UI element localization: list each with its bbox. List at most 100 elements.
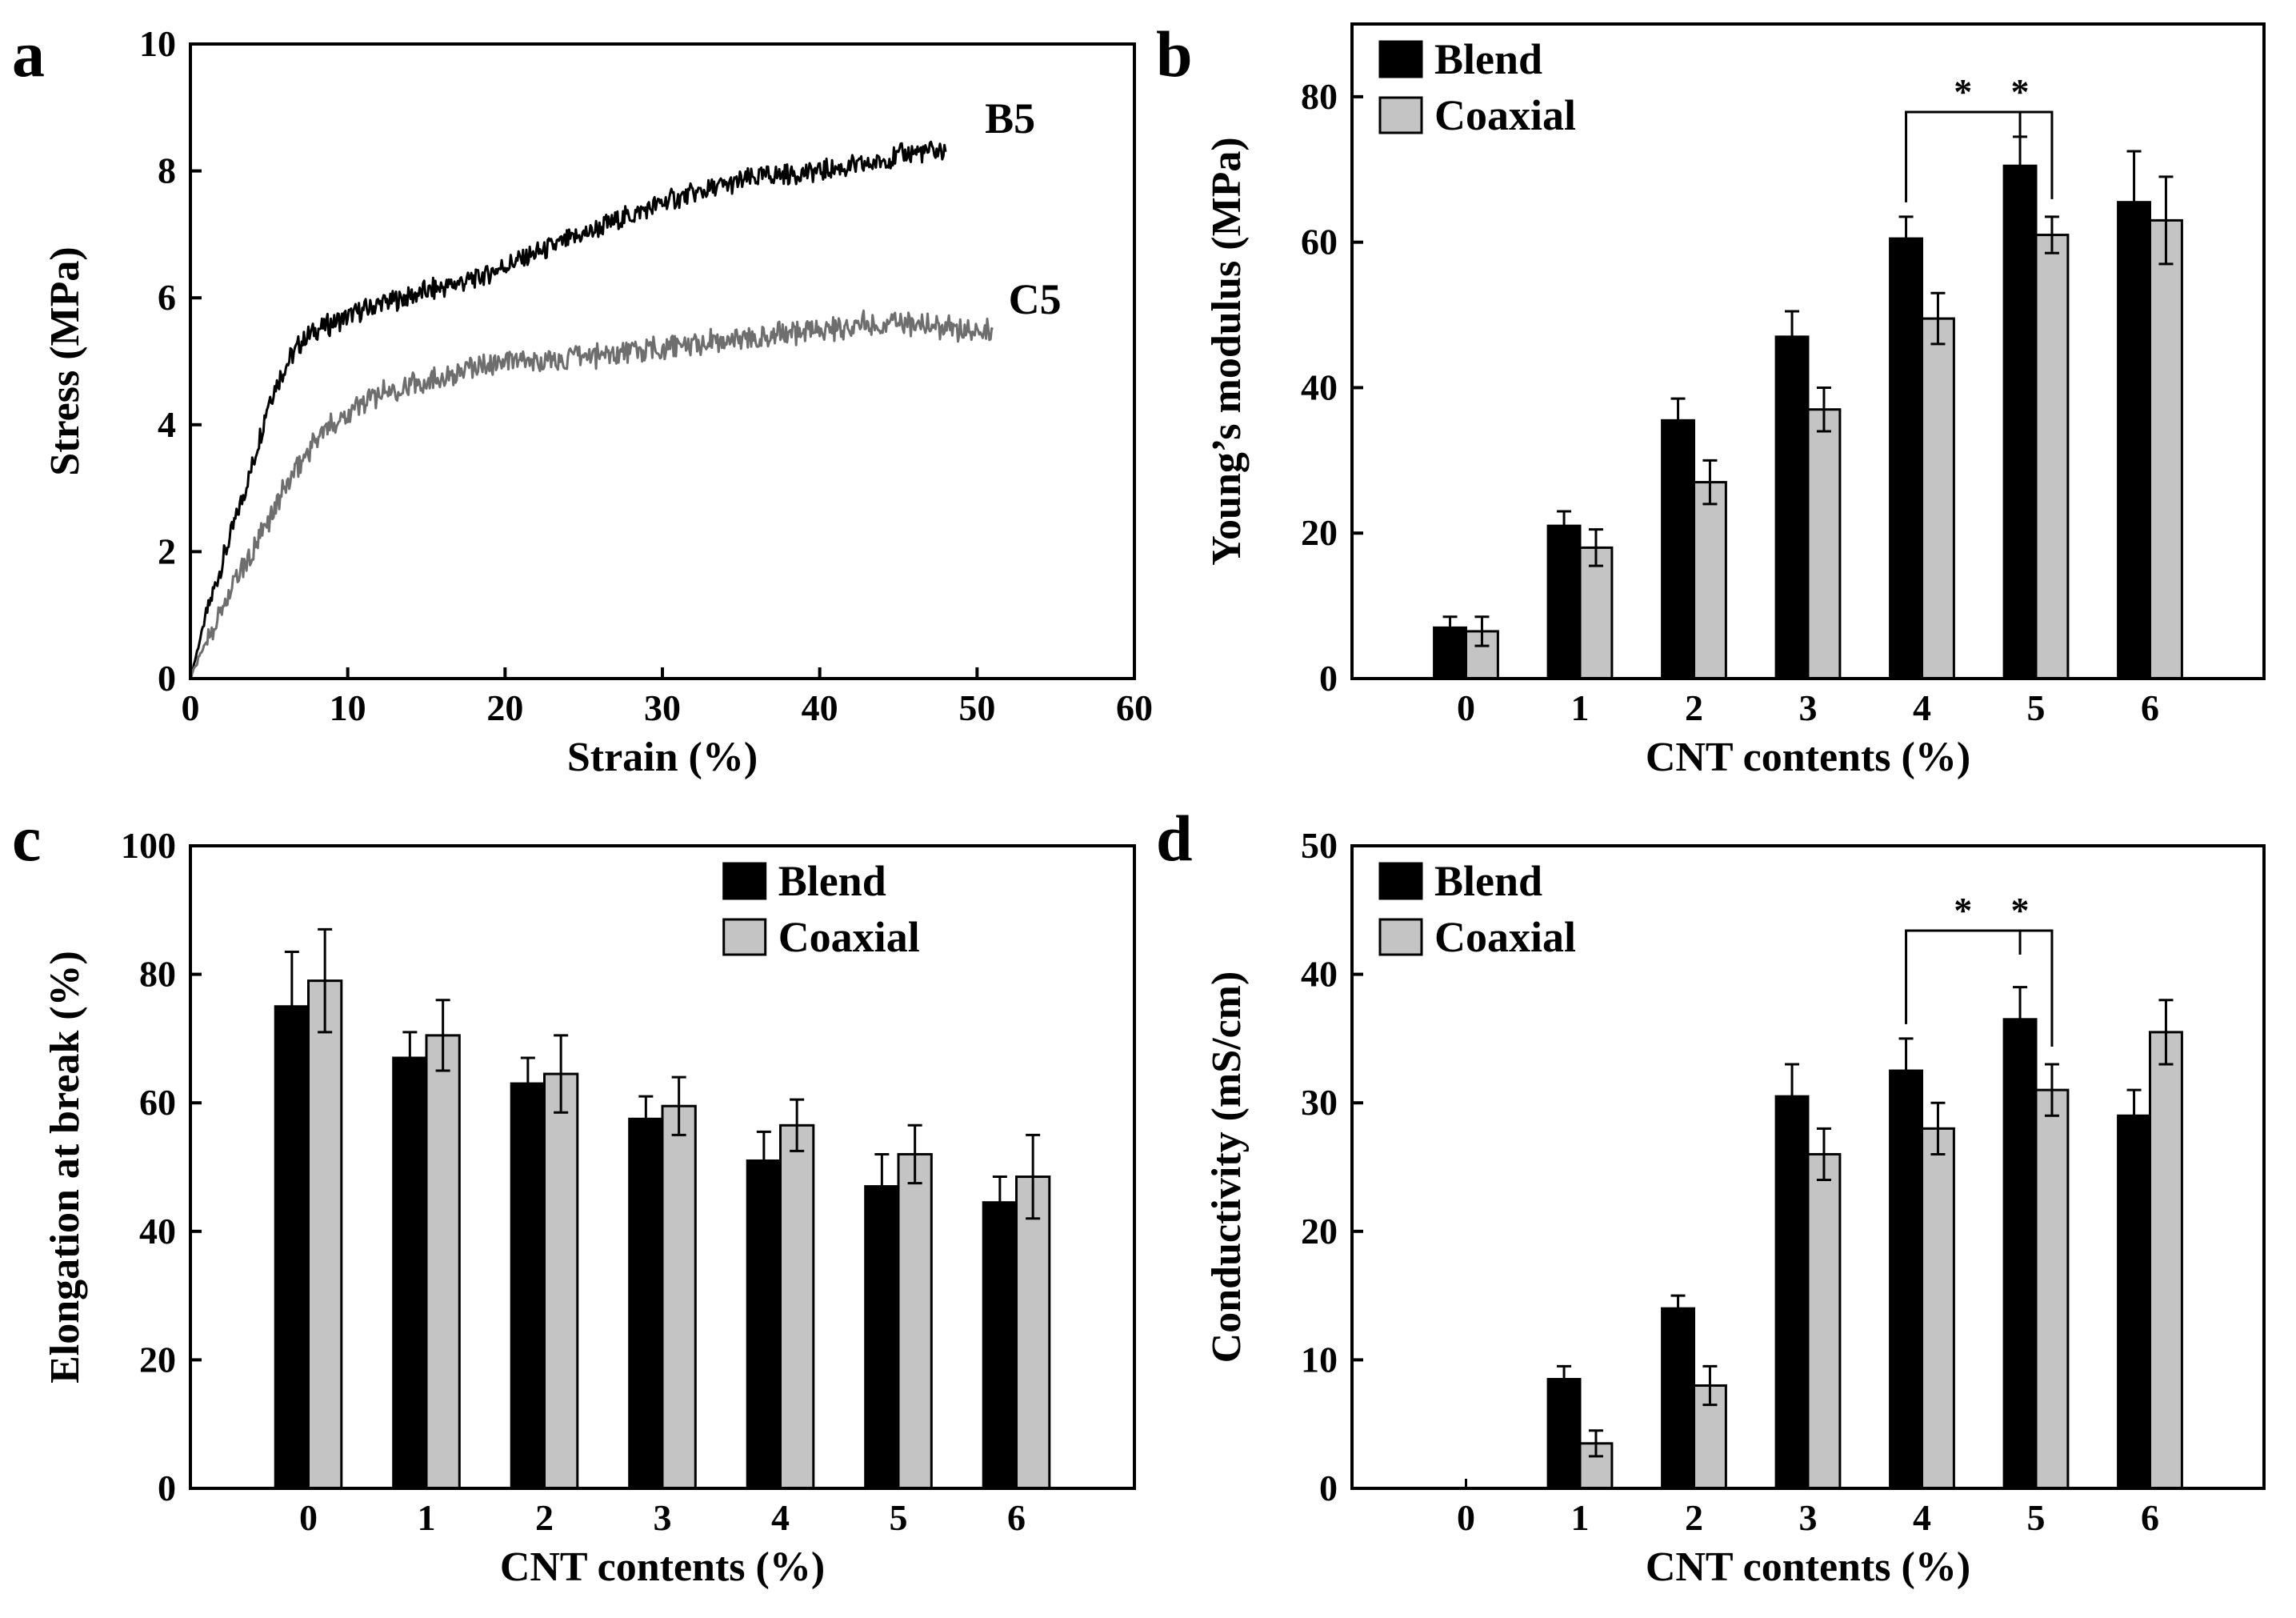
x-tick-label-c: 0 xyxy=(299,1497,318,1538)
bar-blend-4 xyxy=(1889,1069,1924,1490)
x-tick-label-a: 20 xyxy=(486,687,523,728)
x-tick-label-d: 2 xyxy=(1685,1497,1703,1538)
legend-label-blend: Blend xyxy=(1434,857,1542,905)
legend-b: Blend Coaxial xyxy=(1378,35,1576,139)
x-tick-label-d: 5 xyxy=(2027,1497,2046,1538)
x-tick-label-b: 4 xyxy=(1913,687,1931,728)
legend-swatch-coaxial xyxy=(722,918,767,956)
x-tick-label-d: 1 xyxy=(1571,1497,1590,1538)
y-axis-label-c: Elongation at break (%) xyxy=(42,951,88,1384)
bar-coaxial-4 xyxy=(779,1123,815,1490)
x-tick-label-d: 3 xyxy=(1799,1497,1818,1538)
x-axis-label-d: CNT contents (%) xyxy=(1646,1544,1970,1590)
significance-star-b: * xyxy=(1954,71,1972,112)
y-tick-label-a: 10 xyxy=(139,23,176,64)
bar-coaxial-2 xyxy=(1693,481,1727,680)
y-tick-label-a: 8 xyxy=(158,150,176,191)
x-tick-label-c: 6 xyxy=(1007,1497,1026,1538)
axes-frame-c xyxy=(189,844,1136,1490)
bar-coaxial-5 xyxy=(897,1152,933,1490)
x-tick-label-b: 6 xyxy=(2141,687,2159,728)
bar-blend-3 xyxy=(628,1117,664,1490)
panel-a: a 0 2 4 6 8 10 0 10 20 30 40 50 60 Stress (MPa) Strain … xyxy=(12,18,1153,780)
y-tick-label-b: 80 xyxy=(1301,76,1338,117)
panel-b: b 0 20 40 60 80 0 1 2 3 4 5 6 Blend Coaxial * * Young’s m… xyxy=(1156,18,2266,780)
x-tick-label-c: 5 xyxy=(890,1497,908,1538)
x-axis-label-a: Strain (%) xyxy=(567,735,758,780)
y-axis-label-d: Conductivity (mS/cm) xyxy=(1204,971,1250,1364)
bar-coaxial-0 xyxy=(307,979,343,1490)
x-tick-label-b: 5 xyxy=(2027,687,2046,728)
bar-coaxial-4 xyxy=(1921,1127,1955,1490)
y-tick-label-d: 50 xyxy=(1301,825,1338,866)
bar-blend-6 xyxy=(982,1201,1018,1490)
legend-label-blend: Blend xyxy=(1434,35,1542,83)
y-tick-label-d: 0 xyxy=(1319,1468,1338,1508)
y-tick-label-c: 20 xyxy=(139,1339,176,1380)
panel-d: d 0 10 20 30 40 50 0 1 2 3 4 5 6 Blend Coaxial * * Conduct… xyxy=(1156,802,2266,1590)
bar-blend-5 xyxy=(2002,164,2038,680)
legend-swatch-coaxial xyxy=(1378,918,1423,956)
x-tick-label-a: 40 xyxy=(802,687,838,728)
legend-label-blend: Blend xyxy=(778,857,886,905)
y-tick-label-b: 40 xyxy=(1301,366,1338,407)
bar-coaxial-5 xyxy=(2034,1088,2070,1490)
series-label-c5: C5 xyxy=(1009,275,1062,323)
bar-coaxial-3 xyxy=(1806,1152,1842,1490)
x-tick-label-c: 1 xyxy=(418,1497,436,1538)
y-axis-label-b: Young’s modulus (MPa) xyxy=(1204,137,1250,566)
bar-coaxial-1 xyxy=(1578,546,1614,680)
panel-letter-a: a xyxy=(12,18,45,90)
y-tick-label-b: 60 xyxy=(1301,222,1338,262)
panel-c: c 0 20 40 60 80 100 0 1 2 3 4 5 6 Blend Coaxial Elongati… xyxy=(12,802,1136,1590)
y-tick-label-a: 2 xyxy=(158,531,176,571)
significance-bracket-b xyxy=(1905,110,2054,202)
y-axis-label-a: Stress (MPa) xyxy=(42,246,88,475)
x-tick-label-d: 4 xyxy=(1913,1497,1931,1538)
x-tick-label-a: 30 xyxy=(644,687,681,728)
axes-frame-b xyxy=(1350,22,2266,680)
legend-label-coaxial: Coaxial xyxy=(778,913,920,961)
legend-swatch-blend xyxy=(1378,40,1423,78)
panel-letter-c: c xyxy=(12,802,41,875)
bar-coaxial-2 xyxy=(543,1072,579,1490)
series-line-c5 xyxy=(189,309,994,679)
y-tick-label-b: 20 xyxy=(1301,512,1338,553)
x-tick-label-b: 2 xyxy=(1685,687,1703,728)
series-label-b5: B5 xyxy=(985,94,1035,142)
y-tick-label-c: 100 xyxy=(121,825,176,866)
y-tick-label-c: 60 xyxy=(139,1082,176,1123)
significance-star-b: * xyxy=(2011,71,2030,112)
series-line-b5 xyxy=(189,140,947,679)
x-tick-label-b: 3 xyxy=(1799,687,1818,728)
significance-bracket-d xyxy=(1905,929,2054,1047)
legend-swatch-blend xyxy=(722,862,767,900)
bar-blend-2 xyxy=(1661,419,1696,680)
y-tick-label-a: 0 xyxy=(158,658,176,699)
bar-blend-3 xyxy=(1774,335,1810,680)
x-axis-label-c: CNT contents (%) xyxy=(500,1544,825,1590)
bar-coaxial-5 xyxy=(2034,234,2070,680)
bar-blend-0 xyxy=(274,1005,310,1490)
panel-letter-d: d xyxy=(1156,802,1193,875)
bar-coaxial-3 xyxy=(661,1104,697,1490)
axes-frame-a xyxy=(189,42,1136,680)
bar-blend-6 xyxy=(2117,201,2152,680)
bar-blend-1 xyxy=(1546,524,1582,680)
legend-d: Blend Coaxial xyxy=(1378,857,1576,961)
bar-coaxial-6 xyxy=(1015,1175,1051,1490)
bar-blend-6 xyxy=(2117,1114,2152,1490)
y-tick-label-c: 80 xyxy=(139,954,176,995)
significance-star-d: * xyxy=(2011,890,2030,931)
x-axis-label-b: CNT contents (%) xyxy=(1646,735,1970,780)
bar-coaxial-6 xyxy=(2149,1031,2183,1490)
x-tick-label-a: 10 xyxy=(330,687,366,728)
bar-coaxial-6 xyxy=(2149,218,2183,680)
bar-blend-2 xyxy=(1661,1307,1696,1490)
bar-blend-1 xyxy=(1546,1377,1582,1490)
bar-blend-3 xyxy=(1774,1095,1810,1490)
y-tick-label-d: 20 xyxy=(1301,1211,1338,1252)
significance-star-d: * xyxy=(1954,890,1972,931)
x-tick-label-a: 50 xyxy=(958,687,995,728)
